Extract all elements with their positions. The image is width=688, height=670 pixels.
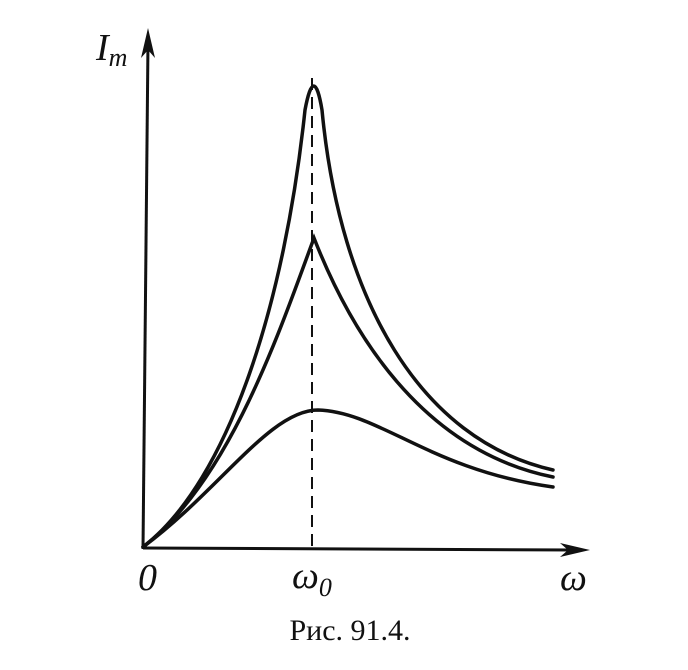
- x-axis-label: ω: [560, 557, 587, 599]
- resonance-label: ω0: [292, 555, 332, 602]
- y-axis-arrow: [141, 28, 155, 58]
- curve-low: [141, 408, 555, 549]
- x-axis: [142, 546, 576, 552]
- curve-high: [141, 84, 555, 549]
- curve-mid: [141, 233, 555, 549]
- origin-label: 0: [138, 557, 157, 599]
- x-axis-arrow: [560, 543, 590, 557]
- y-axis: [141, 41, 150, 550]
- y-axis-label: Im: [95, 27, 127, 72]
- caption: Рис. 91.4.: [289, 614, 410, 647]
